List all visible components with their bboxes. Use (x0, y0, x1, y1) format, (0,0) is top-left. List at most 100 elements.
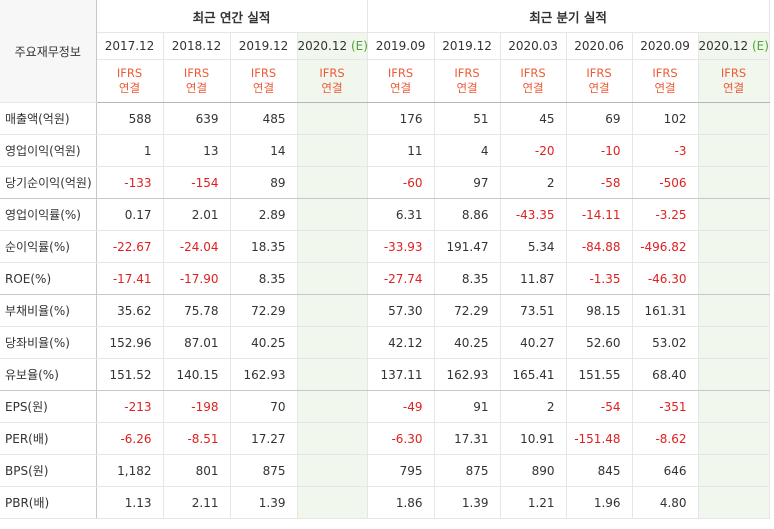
quarterly-value (698, 294, 770, 327)
period-header: 2019.12 (230, 32, 298, 60)
annual-value: -8.51 (163, 422, 231, 455)
quarterly-value: 646 (632, 454, 699, 487)
annual-value: 801 (163, 454, 231, 487)
quarterly-value: 97 (434, 166, 501, 199)
quarterly-value (698, 262, 770, 295)
quarterly-value: 1.39 (434, 486, 501, 519)
annual-value (297, 102, 368, 135)
table-row: 순이익률(%) -22.67 -24.04 18.35 -33.93 191.47 5.34… (0, 230, 770, 263)
quarterly-value: -49 (366, 390, 435, 423)
period-label: 2020.12 (698, 39, 749, 53)
period-row: 2017.12 2018.12 2019.12 2020.12 (E) 2019.09 2… (0, 32, 770, 60)
quarterly-value: 137.11 (366, 358, 435, 391)
annual-value: 875 (230, 454, 298, 487)
table-row: ROE(%) -17.41 -17.90 8.35 -27.74 8.35 11.87 -1.… (0, 262, 770, 295)
annual-value (297, 166, 368, 199)
quarterly-value: 161.31 (632, 294, 699, 327)
ifrs-standard: IFRS (586, 66, 612, 80)
period-header: 2020.12 (E) (698, 32, 770, 60)
ifrs-consolidated: 연결 (185, 81, 208, 95)
quarterly-value: 162.93 (434, 358, 501, 391)
ifrs-label: IFRS 연결 (434, 59, 501, 103)
quarterly-value: 151.55 (566, 358, 633, 391)
quarterly-value: 11.87 (500, 262, 567, 295)
quarterly-value: 40.25 (434, 326, 501, 359)
annual-value: 2.01 (163, 198, 231, 231)
annual-value: 162.93 (230, 358, 298, 391)
quarterly-group-title: 최근 분기 실적 (366, 0, 770, 33)
quarterly-value: -58 (566, 166, 633, 199)
table-row: 유보율(%) 151.52 140.15 162.93 137.11 162.93 165.… (0, 358, 770, 391)
period-header: 2019.09 (366, 32, 435, 60)
table-row: 매출액(억원) 588 639 485 176 51 45 69 102 (0, 102, 770, 135)
quarterly-value: 5.34 (500, 230, 567, 263)
annual-value (297, 134, 368, 167)
quarterly-value: -54 (566, 390, 633, 423)
ifrs-consolidated: 연결 (321, 81, 343, 95)
quarterly-value (698, 358, 770, 391)
ifrs-standard: IFRS (520, 66, 546, 80)
quarterly-value (698, 486, 770, 519)
quarterly-value: 57.30 (366, 294, 435, 327)
annual-value: 40.25 (230, 326, 298, 359)
row-label: 부채비율(%) (0, 294, 97, 327)
ifrs-standard: IFRS (183, 66, 210, 80)
quarterly-value: 40.27 (500, 326, 567, 359)
quarterly-value: -1.35 (566, 262, 633, 295)
quarterly-value: -506 (632, 166, 699, 199)
annual-value: 0.17 (96, 198, 164, 231)
annual-value: -198 (163, 390, 231, 423)
quarterly-value: -14.11 (566, 198, 633, 231)
annual-value (297, 358, 368, 391)
quarterly-value: 11 (366, 134, 435, 167)
annual-value: -213 (96, 390, 164, 423)
period-label: 2017.12 (104, 39, 155, 53)
row-label: 유보율(%) (0, 358, 97, 391)
annual-value: 1 (96, 134, 164, 167)
quarterly-value: 1.21 (500, 486, 567, 519)
quarterly-value: 2 (500, 166, 567, 199)
row-label: PER(배) (0, 422, 97, 455)
ifrs-consolidated: 연결 (118, 81, 141, 95)
row-label: EPS(원) (0, 390, 97, 423)
quarterly-value: -20 (500, 134, 567, 167)
annual-value: 87.01 (163, 326, 231, 359)
ifrs-label: IFRS 연결 (96, 59, 164, 103)
table-row: 당좌비율(%) 152.96 87.01 40.25 42.12 40.25 40.27 52… (0, 326, 770, 359)
annual-value: 485 (230, 102, 298, 135)
annual-value (297, 230, 368, 263)
annual-value: 17.27 (230, 422, 298, 455)
table-row: EPS(원) -213 -198 70 -49 91 2 -54 -351 (0, 390, 770, 423)
ifrs-standard: IFRS (250, 66, 277, 80)
quarterly-value: 53.02 (632, 326, 699, 359)
ifrs-label: IFRS 연결 (366, 59, 435, 103)
quarterly-value: 6.31 (366, 198, 435, 231)
period-header: 2020.06 (566, 32, 633, 60)
period-label: 2019.12 (238, 39, 289, 53)
quarterly-value: 91 (434, 390, 501, 423)
ifrs-label: IFRS 연결 (632, 59, 699, 103)
quarterly-value (698, 326, 770, 359)
annual-value: -17.41 (96, 262, 164, 295)
annual-value (297, 326, 368, 359)
period-header: 2018.12 (163, 32, 231, 60)
quarterly-value (698, 198, 770, 231)
annual-value: -24.04 (163, 230, 231, 263)
quarterly-value (698, 166, 770, 199)
annual-value (297, 294, 368, 327)
row-label: 영업이익(억원) (0, 134, 97, 167)
annual-value: 1,182 (96, 454, 164, 487)
table-body: 매출액(억원) 588 639 485 176 51 45 69 102 영업이익(억원) 1 13 1… (0, 102, 770, 519)
annual-value: -6.26 (96, 422, 164, 455)
ifrs-consolidated: 연결 (389, 81, 412, 95)
period-label: 2018.12 (171, 39, 222, 53)
quarterly-value: -27.74 (366, 262, 435, 295)
period-label: 2019.09 (375, 39, 426, 53)
ifrs-label: IFRS 연결 (230, 59, 298, 103)
quarterly-value: 17.31 (434, 422, 501, 455)
period-header: 2020.03 (500, 32, 567, 60)
annual-value: 151.52 (96, 358, 164, 391)
annual-value (297, 454, 368, 487)
quarterly-value: 8.86 (434, 198, 501, 231)
annual-value: 75.78 (163, 294, 231, 327)
